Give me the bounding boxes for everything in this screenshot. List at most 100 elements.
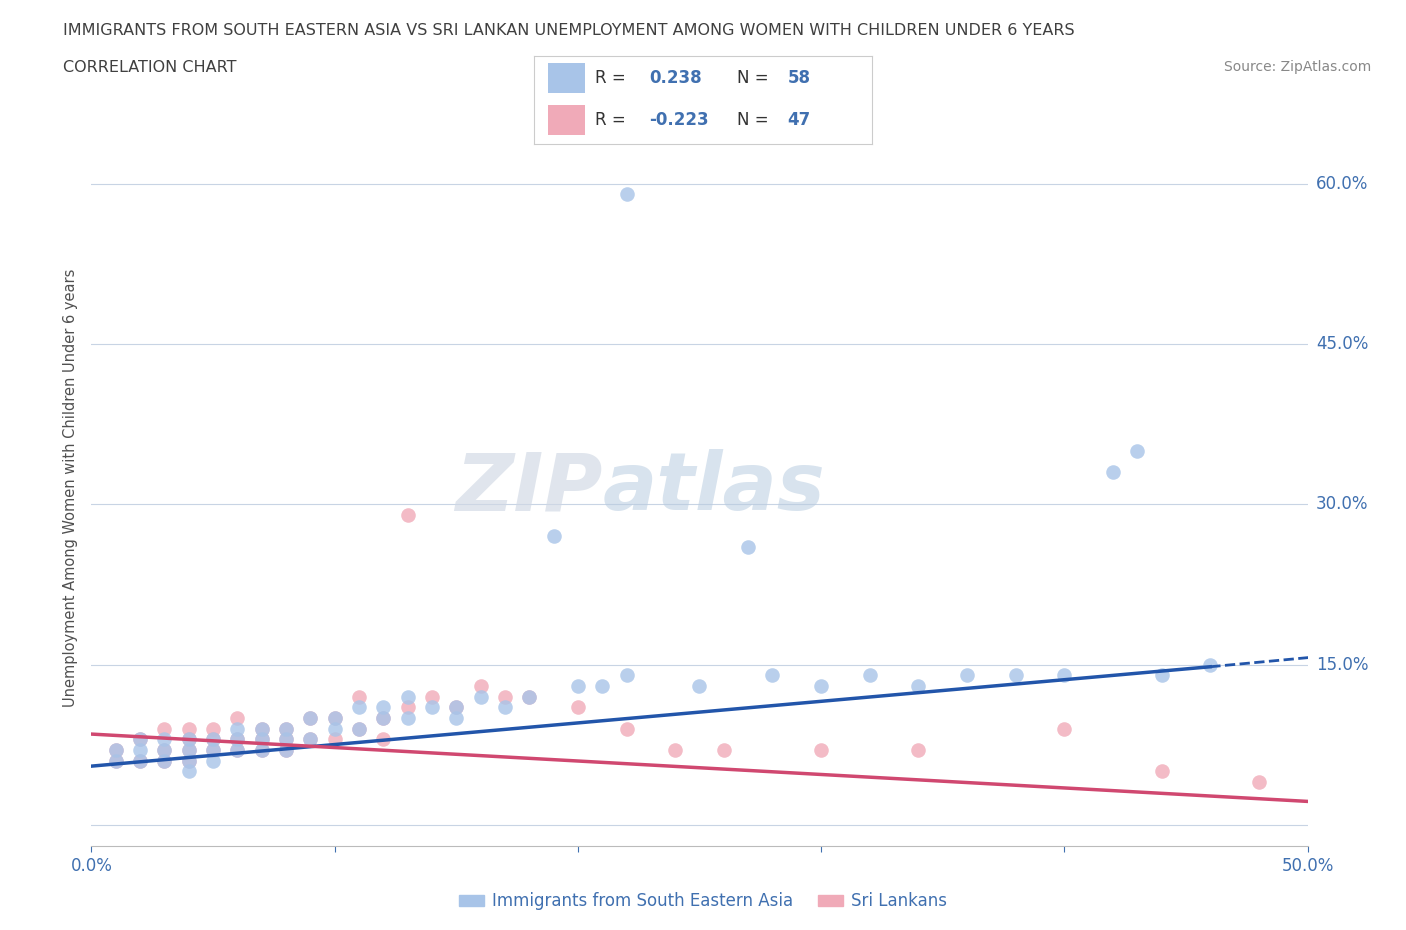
Point: [420, 700, 443, 715]
Point: [153, 753, 176, 768]
Text: 47: 47: [787, 112, 811, 129]
Point: [177, 764, 200, 779]
Point: [1126, 444, 1149, 458]
Text: 0.238: 0.238: [650, 69, 702, 86]
Point: [347, 722, 370, 737]
Point: [373, 711, 395, 725]
Point: [299, 732, 322, 747]
Text: 60.0%: 60.0%: [1316, 175, 1368, 193]
Point: [226, 743, 249, 758]
Point: [299, 732, 322, 747]
Point: [299, 711, 322, 725]
Point: [202, 743, 225, 758]
Point: [1150, 668, 1173, 683]
Point: [907, 743, 929, 758]
Point: [202, 732, 225, 747]
Text: N =: N =: [737, 112, 768, 129]
Point: [323, 711, 346, 725]
Point: [567, 679, 589, 694]
Point: [226, 722, 249, 737]
Bar: [548, 105, 585, 136]
Point: [177, 732, 200, 747]
Point: [664, 743, 686, 758]
Point: [737, 539, 759, 554]
Point: [153, 732, 176, 747]
Point: [517, 689, 540, 704]
Point: [250, 743, 273, 758]
Point: [1247, 775, 1270, 790]
Point: [177, 753, 200, 768]
Point: [274, 732, 297, 747]
Text: Source: ZipAtlas.com: Source: ZipAtlas.com: [1223, 60, 1371, 74]
Point: [1004, 668, 1026, 683]
Point: [761, 668, 783, 683]
Point: [202, 722, 225, 737]
Point: [177, 743, 200, 758]
Point: [396, 689, 419, 704]
Point: [202, 732, 225, 747]
Point: [177, 722, 200, 737]
Point: [104, 753, 127, 768]
Text: N =: N =: [737, 69, 768, 86]
Point: [274, 743, 297, 758]
Point: [177, 753, 200, 768]
Point: [567, 700, 589, 715]
Point: [226, 743, 249, 758]
Text: CORRELATION CHART: CORRELATION CHART: [63, 60, 236, 75]
Point: [226, 732, 249, 747]
Legend: Immigrants from South Eastern Asia, Sri Lankans: Immigrants from South Eastern Asia, Sri …: [451, 885, 955, 917]
Point: [250, 722, 273, 737]
Point: [591, 679, 613, 694]
Point: [373, 711, 395, 725]
Y-axis label: Unemployment Among Women with Children Under 6 years: Unemployment Among Women with Children U…: [63, 269, 79, 708]
Point: [153, 753, 176, 768]
Point: [250, 722, 273, 737]
Point: [323, 732, 346, 747]
Point: [1102, 465, 1125, 480]
Bar: [548, 63, 585, 93]
Point: [153, 743, 176, 758]
Point: [494, 689, 516, 704]
Point: [373, 732, 395, 747]
Point: [250, 743, 273, 758]
Point: [250, 732, 273, 747]
Point: [323, 711, 346, 725]
Point: [177, 732, 200, 747]
Point: [299, 711, 322, 725]
Point: [226, 732, 249, 747]
Point: [347, 722, 370, 737]
Text: ZIP: ZIP: [454, 449, 602, 527]
Point: [129, 743, 152, 758]
Point: [494, 700, 516, 715]
Point: [129, 753, 152, 768]
Point: [713, 743, 735, 758]
Text: atlas: atlas: [602, 449, 825, 527]
Point: [202, 753, 225, 768]
Point: [517, 689, 540, 704]
Point: [202, 743, 225, 758]
Point: [1053, 668, 1076, 683]
Point: [470, 679, 492, 694]
Point: [444, 711, 467, 725]
Point: [153, 722, 176, 737]
Point: [396, 711, 419, 725]
Point: [104, 753, 127, 768]
Point: [396, 508, 419, 523]
Point: [129, 753, 152, 768]
Point: [226, 711, 249, 725]
Point: [956, 668, 979, 683]
Text: R =: R =: [595, 112, 626, 129]
Text: 45.0%: 45.0%: [1316, 335, 1368, 353]
Point: [177, 743, 200, 758]
Point: [420, 689, 443, 704]
Point: [543, 529, 565, 544]
Point: [810, 743, 832, 758]
Point: [1199, 658, 1222, 672]
Point: [470, 689, 492, 704]
Point: [274, 743, 297, 758]
Point: [274, 722, 297, 737]
Point: [104, 743, 127, 758]
Point: [347, 700, 370, 715]
Point: [859, 668, 882, 683]
Point: [444, 700, 467, 715]
